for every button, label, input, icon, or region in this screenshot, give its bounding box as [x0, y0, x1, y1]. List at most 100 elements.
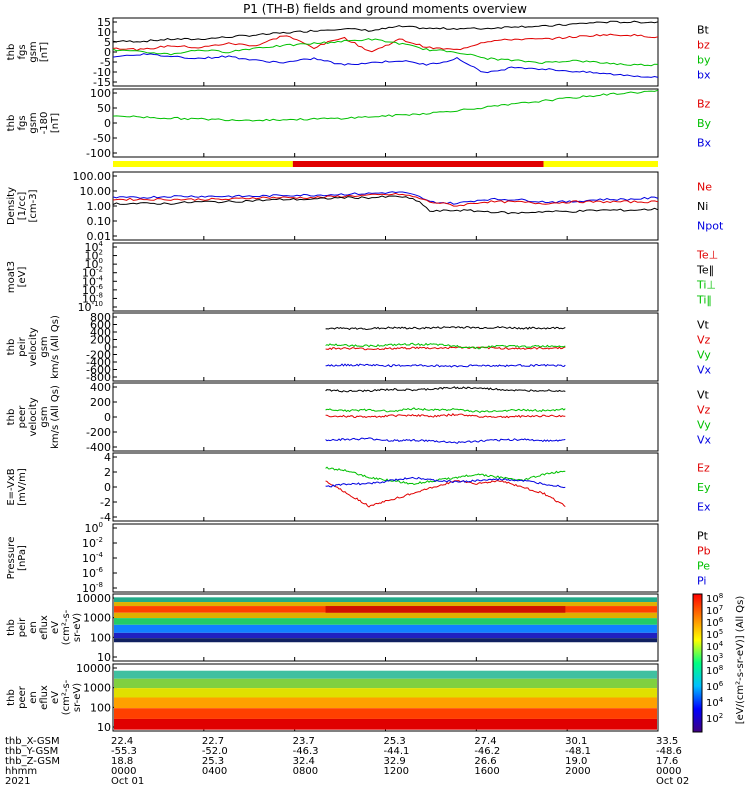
panel-frame — [112, 312, 659, 382]
y-axis-label: eflux — [39, 615, 50, 640]
panel-3: 100.00 10.00 1.00 0.10 0.01 Density [1/cc] [cm-… — [6, 170, 724, 243]
y-axis-label: [eV] — [17, 267, 28, 288]
y-axis-label: sr-eV) — [72, 683, 83, 712]
legend-Ni: Ni — [697, 200, 708, 213]
series-Ez — [325, 480, 566, 508]
y-tick-label: 100.00 — [73, 170, 112, 183]
footer-value: 25.3 — [202, 756, 224, 767]
series-Vy — [325, 407, 566, 414]
footer-value: 32.4 — [293, 756, 315, 767]
y-tick-label: 102 — [85, 249, 103, 263]
footer-value: Oct 01 — [111, 776, 144, 787]
panel-9: 10000 1000 100 10 thb peir en eflux eV (cm²-s-sr-… — [6, 592, 659, 664]
y-tick-label: -600 — [86, 364, 111, 377]
y-tick-label: 0.10 — [87, 215, 112, 228]
panel-frame — [112, 523, 659, 593]
y-axis-label: eV — [50, 621, 61, 634]
footer-value: -48.6 — [656, 746, 682, 757]
legend-Pt: Pt — [697, 529, 709, 542]
panel-frame — [112, 171, 659, 241]
y-tick-label: -2 — [100, 496, 111, 509]
y-tick-label: 600 — [90, 319, 111, 332]
y-tick-label: 15 — [97, 16, 111, 29]
legend-Te⊥: Te⊥ — [696, 248, 718, 261]
series-Vy — [325, 342, 566, 350]
legend-Ne: Ne — [697, 181, 712, 194]
y-axis-label: thb — [6, 619, 17, 636]
footer-value: 30.1 — [565, 736, 587, 747]
y-axis-label: E=-VxB — [6, 468, 17, 505]
panel-frame — [112, 242, 659, 312]
legend-Pi: Pi — [697, 575, 706, 588]
y-tick-label: -5 — [100, 56, 111, 69]
mode-segment — [543, 161, 658, 167]
y-tick-label: 10000 — [76, 662, 111, 675]
y-tick-label: 400 — [90, 381, 111, 394]
ephemeris-footer: thb_X-GSMthb_Y-GSMthb_Z-GSMhhmm202122.4-… — [5, 736, 689, 787]
y-axis-label: peer — [17, 405, 28, 429]
footer-value: 19.0 — [565, 756, 587, 767]
footer-value: -46.3 — [293, 746, 319, 757]
y-tick-label: 10 — [97, 651, 111, 664]
y-axis-label: Pressure — [6, 537, 17, 580]
legend-Bt: Bt — [697, 23, 710, 36]
footer-value: 22.7 — [202, 736, 224, 747]
y-tick-label: -4 — [100, 511, 111, 524]
y-tick-label: -800 — [86, 371, 111, 384]
panel-6: 400 200 0 -200 -400 thb peer velocity gsm km/s (A… — [6, 381, 712, 454]
legend-Vt: Vt — [697, 388, 710, 401]
y-tick-label: 5 — [104, 36, 111, 49]
y-axis-label: thb — [6, 339, 17, 356]
series-Vt — [325, 326, 566, 331]
y-axis-label: Density — [6, 187, 17, 225]
legend-Vx: Vx — [697, 364, 712, 377]
y-tick-label: 50 — [97, 102, 111, 115]
y-axis-label: eV — [50, 691, 61, 704]
spectrogram-band — [114, 624, 657, 633]
panel-7: 4 2 0 -2 -4 E=-VxB [mV/m] Ez Ey Ex — [6, 451, 711, 524]
spectrogram-band — [114, 618, 657, 625]
mode-segment — [292, 161, 544, 167]
y-tick-label: -200 — [86, 349, 111, 362]
footer-row-label: 2021 — [5, 776, 30, 787]
y-tick-label: 0 — [104, 341, 111, 354]
footer-row-label: thb_Y-GSM — [5, 746, 58, 757]
y-axis-label: [nPa] — [17, 545, 28, 571]
legend-Vz: Vz — [697, 333, 711, 346]
footer-value: 22.4 — [111, 736, 133, 747]
y-tick-label: -400 — [86, 441, 111, 454]
y-tick-label: 10.00 — [80, 185, 112, 198]
y-tick-label: 10 — [97, 721, 111, 734]
legend-Vy: Vy — [697, 349, 711, 362]
y-tick-label: 100 — [85, 257, 103, 271]
y-axis-label: gsm — [28, 41, 39, 62]
y-tick-label: -400 — [86, 356, 111, 369]
y-axis-label: peir — [17, 336, 28, 356]
legend-Vy: Vy — [697, 419, 711, 432]
footer-value: 25.3 — [384, 736, 406, 747]
y-axis-label: en — [28, 621, 39, 634]
footer-value: -55.3 — [111, 746, 137, 757]
legend-Te‖: Te‖ — [696, 263, 714, 276]
y-tick-label: 2 — [104, 466, 111, 479]
legend-bz: bz — [697, 38, 710, 51]
footer-value: 33.5 — [656, 736, 678, 747]
y-tick-label: 200 — [90, 396, 111, 409]
legend-Vt: Vt — [697, 318, 710, 331]
legend-Ez: Ez — [697, 462, 710, 475]
spectrogram-band — [114, 597, 657, 603]
spectrogram-band — [114, 708, 657, 719]
series-Npot — [112, 191, 659, 205]
footer-value: 0000 — [111, 766, 136, 777]
y-axis-label: [cm-3] — [28, 189, 39, 222]
footer-value: 32.9 — [384, 756, 406, 767]
spectrogram-band — [114, 678, 657, 689]
y-axis-label: km/s (All Qs) — [50, 315, 61, 379]
spectrogram-band — [325, 606, 566, 613]
y-axis-label: sr-eV) — [72, 613, 83, 642]
legend-Ey: Ey — [697, 481, 711, 494]
